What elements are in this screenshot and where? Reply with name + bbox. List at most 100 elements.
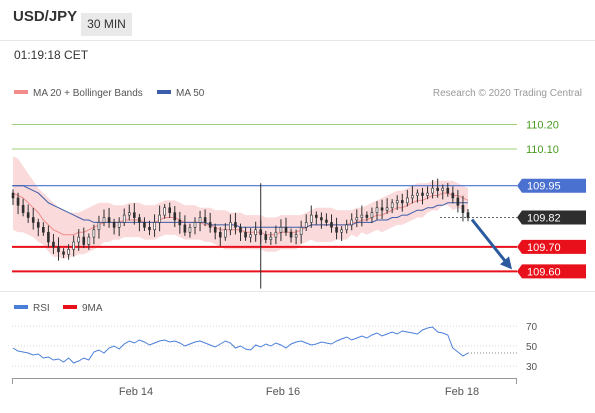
candle-body: [153, 222, 156, 231]
candle-body: [466, 212, 470, 218]
candle-body: [309, 214, 313, 223]
candle-body: [143, 222, 146, 228]
pivot-level-label: 109.95: [527, 181, 561, 193]
candle-body: [198, 217, 202, 223]
rsi-line: [12, 326, 469, 364]
candle-body: [350, 219, 354, 226]
x-tick-label: Feb 16: [266, 386, 300, 398]
candle-body: [229, 222, 232, 231]
candle-body: [168, 207, 172, 213]
legend-rsi-swatch: [14, 305, 28, 309]
resistance-level-label: 110.20: [526, 119, 559, 131]
source-credit: Research © 2020 Trading Central: [433, 88, 582, 99]
candle-body: [158, 214, 161, 223]
last-level-tag: [517, 210, 586, 225]
candle-body: [330, 222, 333, 228]
candle-body: [294, 234, 298, 238]
candle-body: [441, 187, 445, 191]
candle-body: [395, 200, 399, 204]
candle-body: [67, 249, 70, 255]
candle-body: [36, 222, 40, 228]
candle-body: [436, 187, 439, 191]
candle-body: [127, 212, 131, 216]
support-level-label: 109.70: [527, 242, 561, 254]
candle-body: [188, 227, 192, 233]
candle-body: [57, 246, 60, 253]
candle-body: [72, 241, 75, 250]
candle-body: [92, 229, 96, 238]
last-level-label: 109.82: [527, 213, 561, 225]
candle-body: [299, 227, 303, 235]
pivot-level-tag: [517, 178, 586, 193]
legend-rsi-label: RSI: [33, 303, 50, 314]
candle-body: [87, 236, 91, 245]
candle-body: [26, 212, 30, 218]
candle-body: [224, 229, 227, 238]
candle-body: [62, 251, 65, 255]
candle-body: [183, 224, 187, 233]
candle-body: [320, 217, 323, 221]
candle-body: [461, 204, 465, 213]
outlook-arrow-shaft: [470, 218, 509, 265]
candle-body: [117, 222, 121, 228]
candle-body: [21, 204, 25, 213]
rsi-y-tick-label: 70: [526, 322, 538, 333]
rsi-y-tick-label: 50: [526, 342, 538, 353]
candle-body: [406, 197, 409, 204]
timestamp: 01:19:18 CET: [14, 48, 89, 62]
timeframe-badge[interactable]: 30 MIN: [81, 13, 132, 36]
candle-body: [254, 229, 257, 235]
candle-body: [234, 222, 237, 228]
candle-body: [345, 224, 348, 231]
candle-body: [421, 192, 424, 196]
rsi-y-tick-label: 30: [526, 362, 538, 373]
symbol-title: USD/JPY: [13, 8, 78, 25]
candle-body: [431, 187, 434, 194]
candle-body: [138, 217, 141, 223]
legend-ma50-label: MA 50: [176, 88, 205, 99]
candle-body: [112, 222, 116, 228]
candle-body: [390, 202, 394, 209]
candle-body: [269, 236, 273, 240]
candle-body: [375, 207, 379, 213]
candle-body: [289, 231, 293, 238]
candle-body: [213, 227, 217, 233]
x-tick-label: Feb 14: [119, 386, 153, 398]
support-level-tag: [517, 264, 586, 279]
candle-body: [122, 214, 126, 223]
candle-body: [107, 217, 111, 223]
candle-body: [163, 207, 166, 216]
candle-body: [97, 222, 101, 231]
candle-body: [446, 187, 450, 194]
candle-body: [335, 227, 338, 233]
candle-body: [264, 234, 268, 240]
candle-body: [274, 231, 278, 238]
candle-body: [31, 217, 35, 223]
candle-body: [340, 229, 343, 233]
candle-body: [47, 231, 50, 243]
legend-9ma-label: 9MA: [82, 303, 103, 314]
candle-body: [315, 214, 318, 218]
legend-ma50-swatch: [157, 90, 171, 94]
candle-body: [416, 192, 419, 196]
candle-body: [148, 227, 151, 231]
candle-body: [193, 222, 197, 228]
candle-body: [52, 241, 55, 248]
candle-body: [102, 217, 106, 223]
candle-body: [325, 219, 328, 223]
candle-body: [82, 236, 86, 245]
resistance-level-label: 110.10: [526, 144, 559, 156]
candle-body: [178, 219, 182, 226]
candle-body: [385, 207, 389, 211]
candle-body: [451, 192, 455, 199]
outlook-arrow-head: [500, 256, 512, 270]
candle-body: [133, 212, 136, 218]
candle-body: [173, 212, 177, 221]
candle-body: [218, 231, 222, 238]
candle-body: [279, 227, 283, 233]
candle-body: [249, 234, 252, 238]
candle-body: [426, 192, 429, 196]
candle-body: [239, 227, 242, 233]
